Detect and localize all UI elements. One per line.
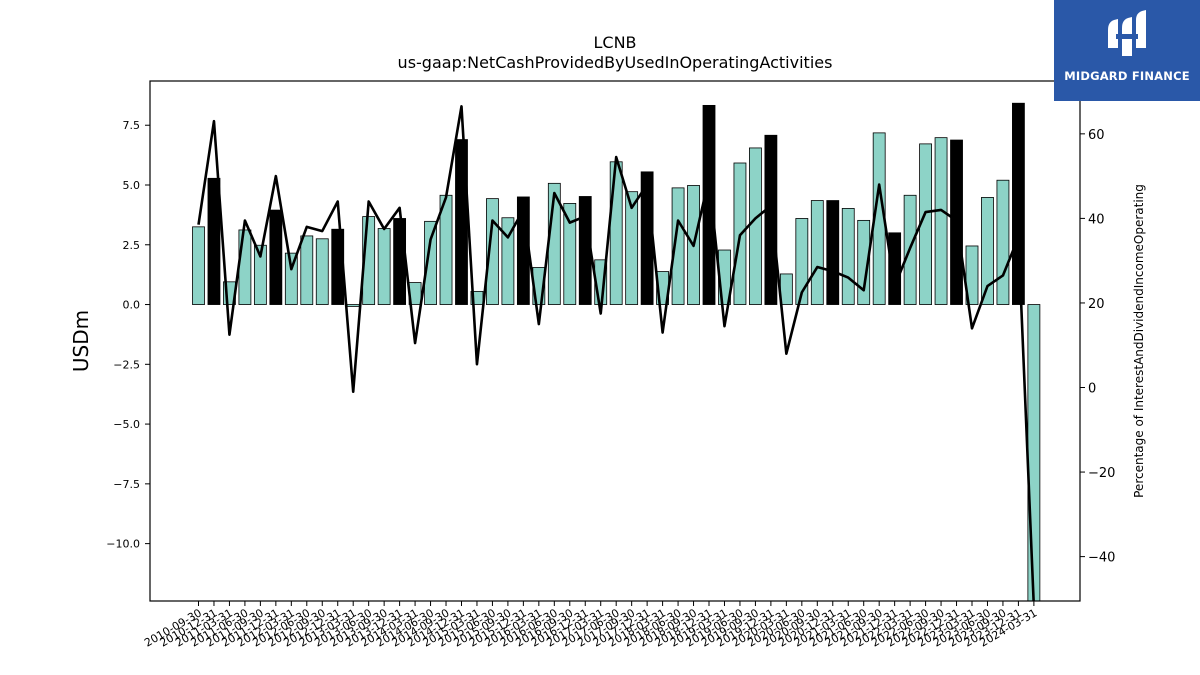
- bar-2023-09-30: [996, 179, 1010, 305]
- chart-subtitle: us-gaap:NetCashProvidedByUsedInOperating…: [398, 53, 833, 72]
- bar-2013-03-31: [346, 304, 360, 307]
- percentage-line: [197, 105, 1035, 601]
- bar-2010-12-31: [207, 177, 221, 305]
- bar-2022-09-30: [934, 137, 948, 305]
- bar-2020-06-30: [795, 218, 809, 305]
- y2-tick-label: 20: [1088, 297, 1105, 312]
- bar-2019-12-31: [764, 134, 778, 305]
- bar-2023-12-31: [1012, 102, 1025, 305]
- bar-2020-12-31: [826, 200, 840, 305]
- y-tick-label: −2.5: [113, 358, 140, 371]
- bar-2012-09-30: [315, 238, 329, 305]
- y-tick-label: −7.5: [113, 478, 140, 491]
- y-tick-label: 2.5: [123, 239, 141, 252]
- bar-2012-06-30: [300, 235, 314, 305]
- bar-2012-03-31: [284, 252, 298, 305]
- y-tick-label: 0.0: [123, 299, 141, 312]
- midgard-logo-mark-icon: [1108, 10, 1146, 56]
- y-tick-label: −10.0: [106, 538, 140, 551]
- bar-2013-12-31: [393, 218, 407, 305]
- bar-2016-09-30: [563, 203, 577, 305]
- bar-2018-06-30: [671, 187, 685, 305]
- y-axis-label: USDm: [69, 310, 93, 372]
- y2-tick-label: −20: [1088, 466, 1115, 481]
- bar-2017-06-30: [609, 161, 623, 305]
- bar-2021-03-31: [841, 208, 855, 305]
- y2-tick-label: 60: [1088, 128, 1105, 143]
- bar-2013-09-30: [377, 228, 391, 305]
- y-tick-label: 5.0: [123, 179, 141, 192]
- bar-2014-06-30: [424, 220, 437, 305]
- y2-tick-label: −40: [1088, 551, 1115, 566]
- bar-2011-06-30: [238, 229, 252, 305]
- y-tick-label: −5.0: [113, 418, 140, 431]
- midgard-finance-logo: MIDGARD FINANCE: [1054, 0, 1200, 101]
- bar-2020-09-30: [810, 200, 824, 305]
- bar-2011-12-31: [269, 209, 283, 305]
- axes: −10.0 −7.5 −5.0 −2.5 0.0 2.5 5.0 7.5 −40 −20 0 20 40…: [106, 119, 1115, 649]
- bar-2021-06-30: [857, 219, 871, 305]
- y2-tick-label: 40: [1088, 212, 1105, 227]
- chart-title: LCNB: [593, 33, 636, 52]
- plot-frame: [149, 80, 1081, 602]
- bar-2011-09-30: [253, 244, 267, 305]
- bar-2024-03-31: [1027, 304, 1041, 601]
- bar-2017-09-30: [625, 191, 639, 305]
- logo-text: MIDGARD FINANCE: [1064, 69, 1190, 83]
- bar-2023-06-30: [981, 197, 994, 305]
- y-tick-label: 7.5: [123, 119, 141, 132]
- bar-2018-12-31: [702, 104, 716, 305]
- y2-axis-label: Percentage of InterestAndDividendIncomeO…: [1132, 184, 1146, 498]
- bar-2023-03-31: [965, 245, 979, 305]
- y2-tick-label: 0: [1088, 382, 1096, 397]
- bar-2015-09-30: [501, 217, 515, 305]
- bar-2020-03-31: [779, 273, 793, 305]
- plot-area: [192, 102, 1041, 601]
- bar-2019-09-30: [749, 147, 762, 305]
- bar-2021-12-31: [888, 232, 902, 305]
- bar-2010-09-30: [192, 226, 205, 305]
